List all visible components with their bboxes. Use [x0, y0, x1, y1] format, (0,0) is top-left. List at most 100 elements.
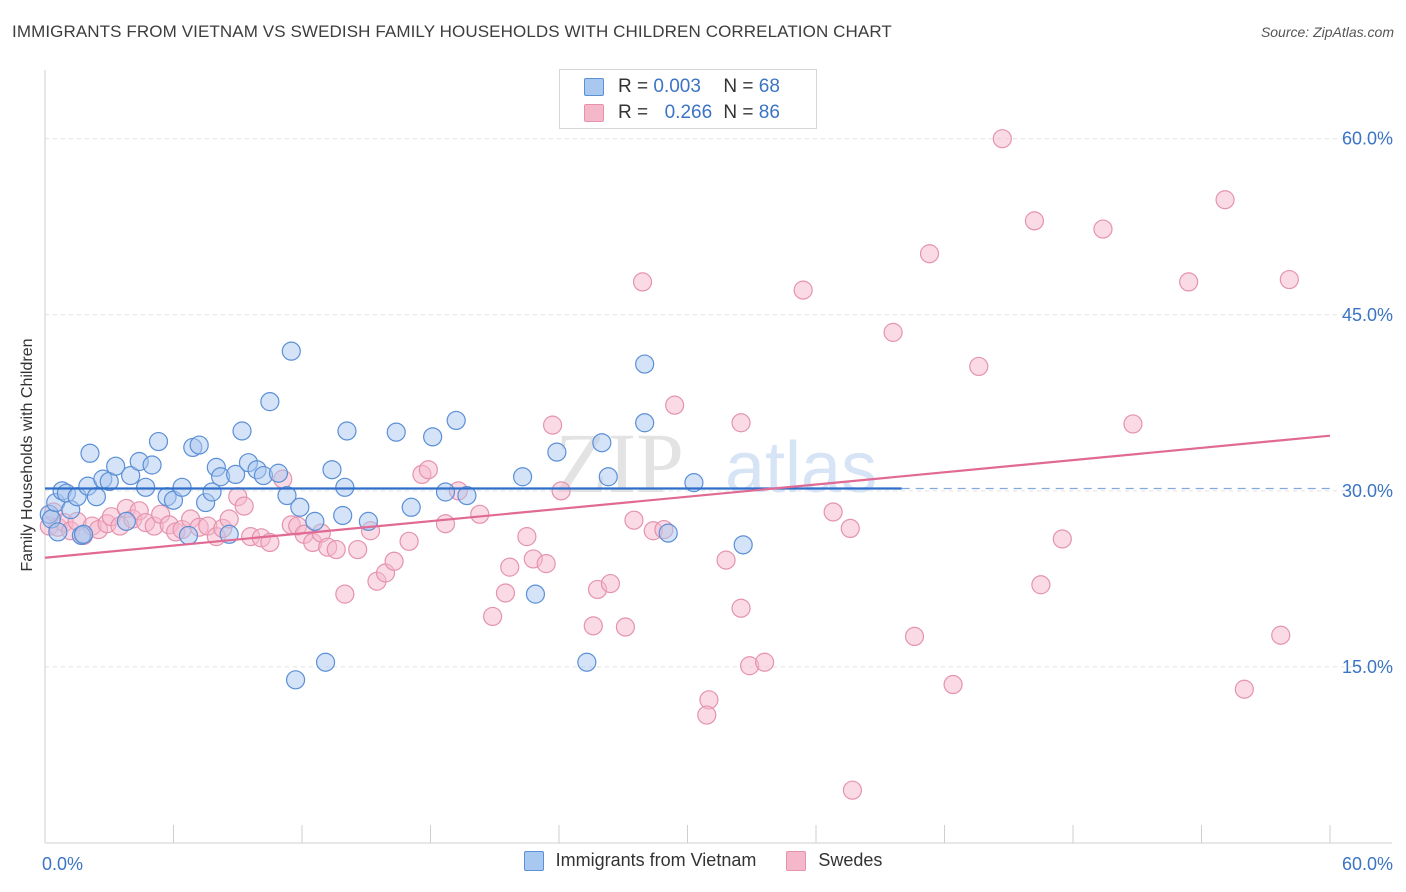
vietnam-point: [446, 410, 466, 431]
watermark-zip: ZIP: [555, 415, 684, 511]
tick-labels: 15.0% 30.0% 45.0% 60.0% 0.0% 60.0%: [42, 129, 1393, 874]
swedes-point: [335, 584, 355, 604]
swedes-point: [731, 413, 751, 433]
watermark-atlas: atlas: [725, 428, 877, 508]
swedes-point: [470, 504, 490, 524]
swedes-point: [615, 617, 635, 637]
swedes-point: [418, 460, 438, 480]
y-tick-label: 45.0%: [1342, 305, 1393, 325]
swedes-point: [483, 606, 503, 627]
vietnam-point: [598, 467, 618, 487]
swedes-point: [754, 652, 775, 672]
vietnam-point: [435, 482, 456, 502]
swedes-point: [842, 780, 863, 800]
legend-swatch-blue: [584, 78, 604, 96]
legend-n-value: 86: [758, 102, 780, 123]
swedes-point: [665, 395, 685, 415]
vietnam-point: [401, 497, 421, 517]
legend-r-value: 0.003: [653, 76, 701, 97]
vietnam-point: [457, 485, 477, 506]
swedes-point: [260, 532, 280, 553]
vietnam-point: [315, 652, 336, 672]
legend-r-value: 0.266: [664, 102, 713, 123]
vietnam-point: [635, 413, 655, 433]
swedes-point: [919, 244, 940, 264]
y-tick-label: 30.0%: [1342, 481, 1393, 501]
legend-n-label: N =: [723, 76, 754, 97]
vietnam-point: [142, 455, 162, 475]
vietnam-point: [226, 464, 246, 485]
swedes-point: [793, 280, 813, 300]
vietnam-point: [335, 477, 355, 497]
legend-item-swedes: Swedes: [786, 850, 882, 871]
swedes-point: [348, 539, 368, 560]
legend-r-label: R =: [618, 76, 649, 97]
swedes-point: [542, 415, 563, 435]
vietnam-point: [86, 487, 107, 507]
series-legend: Immigrants from Vietnam Swedes: [0, 850, 1406, 871]
swedes-point: [551, 481, 571, 501]
swedes-point: [624, 510, 644, 530]
data-points: [39, 129, 1299, 800]
swedes-point: [697, 705, 717, 725]
vietnam-point: [232, 421, 252, 441]
vietnam-point: [333, 505, 353, 526]
vietnam-point: [547, 442, 567, 462]
vietnam-point: [577, 652, 597, 672]
legend-row-swedes: R = 0.266 N = 86: [584, 101, 780, 125]
vietnam-point: [337, 421, 357, 441]
vietnam-point: [121, 465, 141, 486]
vietnam-point: [290, 497, 310, 517]
swedes-point: [1093, 219, 1113, 239]
swedes-point: [500, 557, 520, 577]
y-tick-label: 15.0%: [1342, 657, 1393, 677]
swedes-point: [1279, 269, 1299, 290]
gridlines: [44, 138, 1392, 843]
watermark: ZIP atlas: [555, 415, 877, 511]
chart-title: IMMIGRANTS FROM VIETNAM VS SWEDISH FAMIL…: [12, 22, 892, 41]
vietnam-point: [189, 435, 209, 455]
x-tick-label: 60.0%: [1342, 854, 1393, 874]
x-tick-label: 0.0%: [42, 854, 83, 874]
trend-lines: [44, 434, 1331, 559]
vietnam-point: [277, 485, 297, 506]
swedes-point: [883, 322, 903, 342]
vietnam-point: [592, 433, 612, 453]
vietnam-point: [658, 523, 678, 543]
swedes-point: [632, 272, 653, 292]
source-label: Source: ZipAtlas.com: [1260, 24, 1394, 40]
legend-row-vietnam: R = 0.003 N = 68: [584, 75, 780, 99]
vietnam-point: [733, 535, 753, 555]
swedes-point: [904, 626, 925, 647]
swedes-point: [1271, 625, 1291, 645]
swedes-point: [1123, 414, 1143, 434]
vietnam-point: [116, 511, 136, 531]
legend-r-label: R =: [618, 102, 649, 123]
legend-swatch-pink: [584, 104, 604, 122]
vietnam-point: [635, 354, 655, 374]
swedes-point: [1179, 272, 1199, 292]
swedes-point: [384, 551, 404, 571]
legend-label-swedes: Swedes: [818, 850, 883, 870]
vietnam-point: [172, 477, 192, 497]
swedes-point: [1052, 529, 1072, 549]
swedes-point: [495, 583, 516, 603]
swedes-point: [399, 531, 419, 551]
vietnam-point: [386, 422, 406, 442]
swedes-point: [840, 518, 860, 539]
swedes-point: [517, 527, 537, 547]
swedes-point: [1031, 575, 1051, 595]
vietnam-point: [136, 477, 156, 497]
swedes-point: [716, 550, 736, 570]
vietnam-point: [305, 511, 325, 531]
swedes-point: [536, 554, 556, 574]
swedes-point: [943, 674, 963, 695]
vietnam-point: [281, 341, 301, 361]
stats-legend: R = 0.003 N = 68 R = 0.266 N = 86: [559, 69, 817, 129]
swedes-trend-line: [44, 434, 1331, 559]
vietnam-point: [268, 463, 289, 483]
y-tick-label: 60.0%: [1342, 129, 1393, 149]
swedes-point: [992, 129, 1012, 149]
vietnam-point: [106, 456, 126, 476]
legend-label-vietnam: Immigrants from Vietnam: [555, 850, 757, 870]
